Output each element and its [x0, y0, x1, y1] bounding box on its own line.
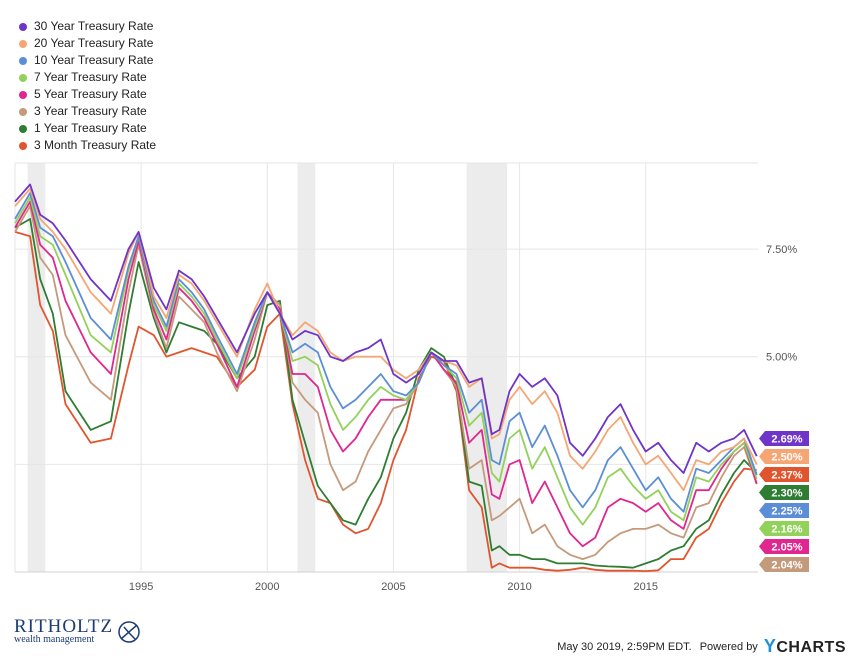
logo-emblem-icon [118, 620, 140, 643]
end-value-badge-shape [759, 485, 809, 500]
legend-item[interactable]: 20 Year Treasury Rate [10, 35, 156, 52]
recession-band [297, 163, 316, 572]
end-value-label: 2.37% [771, 470, 802, 482]
end-value-badge-shape [759, 557, 809, 572]
end-value-badge: 2.30% [759, 485, 809, 500]
powered-by-label: Powered by [699, 640, 758, 653]
legend-label: 7 Year Treasury Rate [34, 70, 147, 84]
y-tick-label: 5.00% [766, 352, 797, 364]
end-value-badge-shape [759, 467, 809, 482]
end-value-badge-shape [759, 539, 809, 554]
end-value-label: 2.16% [771, 524, 802, 536]
legend-label: 10 Year Treasury Rate [34, 53, 154, 67]
legend-label: 1 Year Treasury Rate [34, 121, 147, 135]
footer-attribution: May 30 2019, 2:59PM EDT. Powered by YCHA… [557, 636, 846, 657]
y-tick-label: 7.50% [766, 244, 797, 256]
legend-dot-icon [19, 124, 27, 133]
end-value-badge: 2.69% [759, 431, 809, 446]
end-value-label: 2.50% [771, 452, 802, 464]
legend-item[interactable]: 1 Year Treasury Rate [10, 120, 156, 137]
series-line[interactable] [14, 192, 758, 513]
end-value-badge: 2.37% [759, 467, 809, 482]
series-line[interactable] [14, 183, 758, 474]
end-value-badge-shape [759, 521, 809, 536]
ritholtz-logo: RITHOLTZ wealth management [14, 616, 143, 645]
ycharts-y: Y [763, 636, 777, 656]
legend-item[interactable]: 10 Year Treasury Rate [10, 52, 156, 69]
recession-band [27, 163, 46, 572]
x-tick-label: 2000 [255, 581, 279, 593]
legend-item[interactable]: 7 Year Treasury Rate [10, 69, 156, 86]
legend-item[interactable]: 3 Year Treasury Rate [10, 103, 156, 120]
series-line[interactable] [14, 231, 757, 572]
x-tick-label: 1995 [129, 581, 153, 593]
end-value-label: 2.69% [771, 434, 802, 446]
x-tick-label: 2005 [381, 581, 405, 593]
legend-dot-icon [19, 107, 27, 116]
series-lines [14, 183, 758, 572]
series-line[interactable] [14, 196, 758, 526]
legend-label: 5 Year Treasury Rate [34, 87, 147, 101]
series-line[interactable] [14, 187, 758, 492]
logo-wordmark: RITHOLTZ [14, 616, 114, 637]
x-tick-label: 2015 [633, 581, 657, 593]
legend-label: 30 Year Treasury Rate [34, 19, 154, 33]
end-value-label: 2.25% [771, 506, 802, 518]
ycharts-logo[interactable]: YCHARTS [764, 636, 846, 657]
legend-label: 3 Month Treasury Rate [34, 138, 157, 152]
legend-item[interactable]: 5 Year Treasury Rate [10, 86, 156, 103]
legend-dot-icon [19, 39, 27, 48]
end-value-label: 2.05% [771, 542, 802, 554]
x-tick-label: 2010 [507, 581, 531, 593]
end-value-labels: 2.69% 2.50% 2.37% 2.30% 2.25% 2.16% 2.05% 2.04% [759, 431, 809, 572]
legend-dot-icon [19, 90, 27, 99]
legend-dot-icon [19, 56, 27, 65]
end-value-badge: 2.50% [759, 449, 809, 464]
series-line[interactable] [14, 205, 758, 560]
end-value-badge-shape [759, 449, 809, 464]
recession-bands [27, 163, 507, 572]
legend-item[interactable]: 30 Year Treasury Rate [10, 18, 156, 35]
legend-dot-icon [19, 141, 27, 150]
legend-label: 3 Year Treasury Rate [34, 104, 147, 118]
legend-label: 20 Year Treasury Rate [34, 36, 154, 50]
recession-band [466, 163, 507, 572]
ycharts-wordmark: CHARTS [776, 639, 846, 656]
y-axis-ticks: 5.00% 7.50% [766, 244, 797, 364]
end-value-badge-shape [759, 431, 809, 446]
end-value-badge: 2.25% [759, 503, 809, 518]
legend-dot-icon [19, 22, 27, 31]
end-value-label: 2.30% [771, 488, 802, 500]
end-value-label: 2.04% [771, 560, 802, 572]
end-value-badge: 2.04% [759, 557, 809, 572]
legend-item[interactable]: 3 Month Treasury Rate [10, 137, 156, 154]
x-axis-ticks: 1995 2000 2005 2010 2015 [129, 581, 658, 593]
end-value-badge-shape [759, 503, 809, 518]
end-value-badge: 2.16% [759, 521, 809, 536]
end-value-badge: 2.05% [759, 539, 809, 554]
logo-subtitle: wealth management [14, 634, 95, 645]
legend-dot-icon [19, 73, 27, 82]
timestamp: May 30 2019, 2:59PM EDT. [557, 640, 692, 653]
chart-legend: 30 Year Treasury Rate 20 Year Treasury Ra… [10, 18, 156, 154]
